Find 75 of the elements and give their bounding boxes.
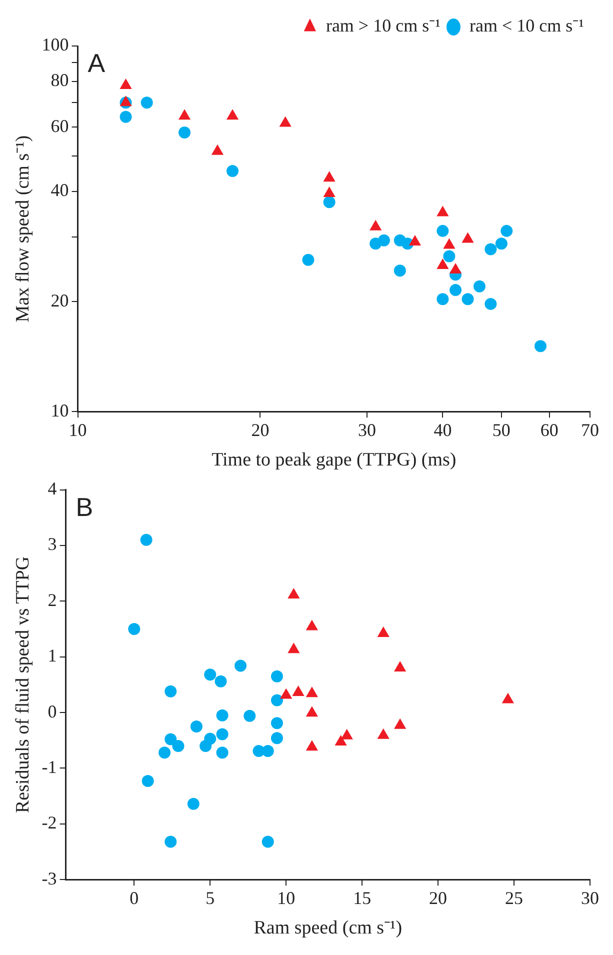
point [187,798,200,810]
point [200,740,212,752]
legend-label: ram < 10 cm s⁻¹ [469,16,584,36]
point [377,626,390,637]
point [262,744,274,757]
y-tick-label: -1 [42,756,57,777]
y-tick-label: 60 [50,116,69,136]
point [128,623,140,636]
annotation: A [88,48,106,78]
y-tick-label: 4 [48,478,57,499]
x-tick-label: 0 [130,888,139,908]
y-axis-title: Residuals of fluid speed vs TTPG [12,556,34,814]
x-axis-title: Ram speed (cm s⁻¹) [254,918,402,939]
point [216,728,228,740]
y-tick-label: 3 [48,534,57,554]
point [270,717,283,730]
point [190,720,202,732]
legend-label: ram > 10 cm s⁻¹ [326,16,440,36]
point [216,746,228,759]
point [288,588,300,599]
x-tick-label: 70 [581,420,599,440]
point [262,836,274,848]
point [340,728,353,740]
point [270,694,283,706]
x-tick-label: 5 [206,888,215,908]
point [280,688,292,699]
x-tick-label: 10 [68,420,87,440]
x-tick-label: 10 [277,888,296,908]
y-axis-title: Max flow speed (cm s⁻¹) [12,135,34,322]
x-tick-label: 30 [581,888,599,908]
point [306,686,318,698]
y-tick-label: 0 [48,701,57,722]
point [306,620,318,630]
point [270,732,283,744]
point [164,685,177,698]
y-tick-label: 1 [48,646,57,666]
y-tick-label: 10 [50,400,69,420]
x-tick-label: 20 [251,420,270,440]
x-tick-label: 40 [434,420,452,440]
point [394,660,406,672]
y-tick-label: 80 [50,70,69,90]
point [164,836,177,848]
point [270,670,283,682]
annotation: B [76,492,94,522]
x-tick-label: 20 [429,888,448,908]
point [306,706,318,717]
point [306,740,318,751]
point [244,710,256,722]
x-tick-label: 15 [353,888,372,908]
point [142,775,154,788]
point [334,735,347,746]
point [158,746,171,759]
x-tick-label: 30 [358,420,376,440]
y-tick-label: 100 [42,34,69,55]
x-tick-label: 25 [505,888,524,908]
point [164,733,177,746]
point [292,685,304,696]
y-tick-label: 20 [50,290,69,310]
point [216,709,228,722]
point [377,728,390,739]
point [140,534,152,546]
point [288,642,300,654]
y-tick-label: 2 [48,590,57,610]
point [172,740,184,752]
point [214,675,227,688]
x-tick-label: 50 [492,420,510,440]
point [204,668,216,681]
x-tick-label: 60 [540,420,558,440]
point [234,660,247,672]
y-tick-label: -2 [42,812,57,833]
point [502,692,514,704]
y-tick-label: 40 [50,180,69,200]
y-tick-label: -3 [42,868,57,888]
x-axis-title: Time to peak gape (TTPG) (ms) [212,450,456,471]
point [394,718,406,729]
